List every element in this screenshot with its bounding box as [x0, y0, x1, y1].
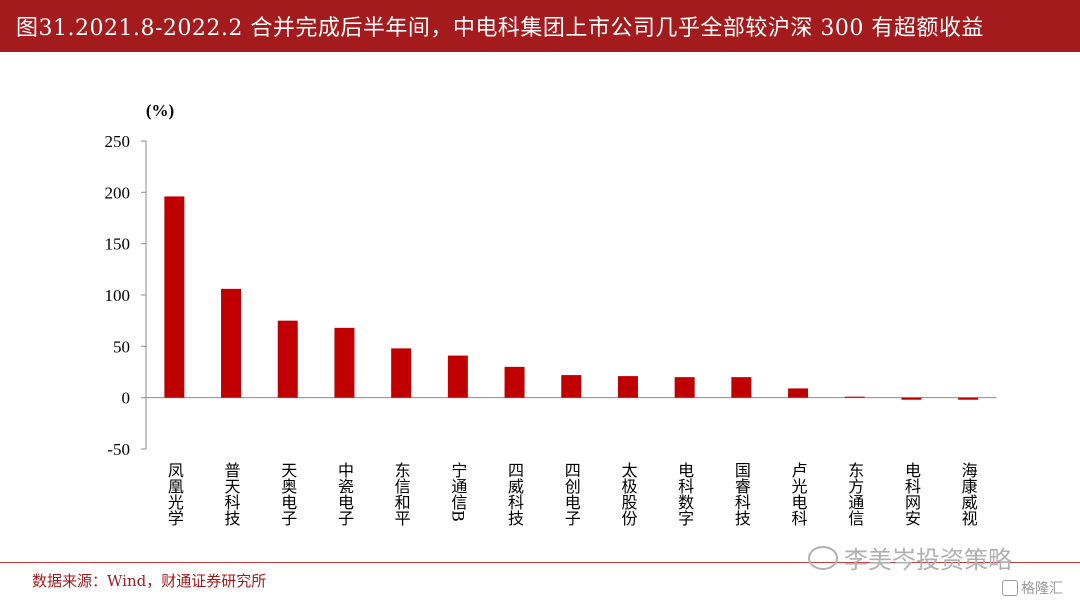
x-category-label: 中瓷电子 [335, 462, 354, 526]
bar-12 [788, 388, 809, 398]
logo-icon [1002, 580, 1018, 596]
bar-5 [391, 348, 412, 398]
bars [164, 196, 979, 400]
x-category-label: 国睿科技 [732, 462, 751, 527]
y-tick-label: -50 [107, 440, 130, 459]
bar-3 [277, 320, 298, 398]
x-category-label: 四威科技 [505, 462, 524, 527]
bar-4 [334, 327, 355, 398]
y-tick-label: 200 [105, 183, 131, 202]
bar-1 [164, 196, 185, 398]
y-tick-label: 0 [122, 389, 131, 408]
bar-11 [731, 377, 752, 398]
x-category-label: 东信和平 [392, 462, 411, 526]
watermark: 李美岑投资策略 [808, 540, 1012, 575]
watermark-text: 李美岑投资策略 [844, 546, 1012, 574]
bar-10 [674, 377, 695, 398]
x-category-label: 普天科技 [222, 462, 241, 527]
wechat-icon [808, 545, 838, 570]
x-category-label: 凤凰光学 [165, 462, 184, 526]
bar-13 [844, 396, 865, 398]
x-category-label: 电科网安 [902, 462, 921, 526]
bar-7 [504, 366, 525, 398]
bar-8 [561, 375, 582, 398]
x-category-label: 天奥电子 [278, 462, 297, 526]
chart-title: 图31.2021.8-2022.2 合并完成后半年间，中电科集团上市公司几乎全部… [0, 0, 1080, 52]
y-axis-unit-label: (%) [146, 101, 174, 120]
source-divider [0, 562, 1080, 563]
x-axis: 凤凰光学 普天科技 天奥电子 中瓷电子 东信和平 宁通信B 四威科技 四创电子 太极股份 电科数字… [165, 462, 978, 527]
x-category-label: 四创电子 [562, 462, 581, 526]
y-tick-label: 150 [105, 235, 131, 254]
bar-15 [958, 397, 979, 400]
y-tick-label: 250 [105, 132, 131, 151]
bar-2 [221, 288, 242, 398]
y-tick-label: 50 [113, 337, 130, 356]
x-category-label: 太极股份 [618, 462, 637, 527]
logo-text: 格隆汇 [1021, 581, 1063, 597]
bar-9 [617, 376, 638, 398]
y-tick-label: 100 [105, 286, 131, 305]
bar-6 [447, 355, 468, 398]
bar-14 [901, 397, 922, 400]
x-category-label: 电科数字 [675, 462, 694, 526]
bar-chart: (%) -50 0 50 100 150 200 250 凤凰光学 普天科技 天奥电子 中瓷电子 东… [105, 101, 997, 527]
x-category-label: 宁通信B [448, 462, 467, 522]
x-category-label: 海康威视 [959, 462, 978, 527]
source-note: 数据来源：Wind，财通证券研究所 [32, 572, 267, 590]
brand-logo: 格隆汇 [1002, 578, 1063, 598]
x-category-label: 卢光电科 [789, 462, 808, 526]
x-category-label: 东方通信 [845, 462, 864, 526]
